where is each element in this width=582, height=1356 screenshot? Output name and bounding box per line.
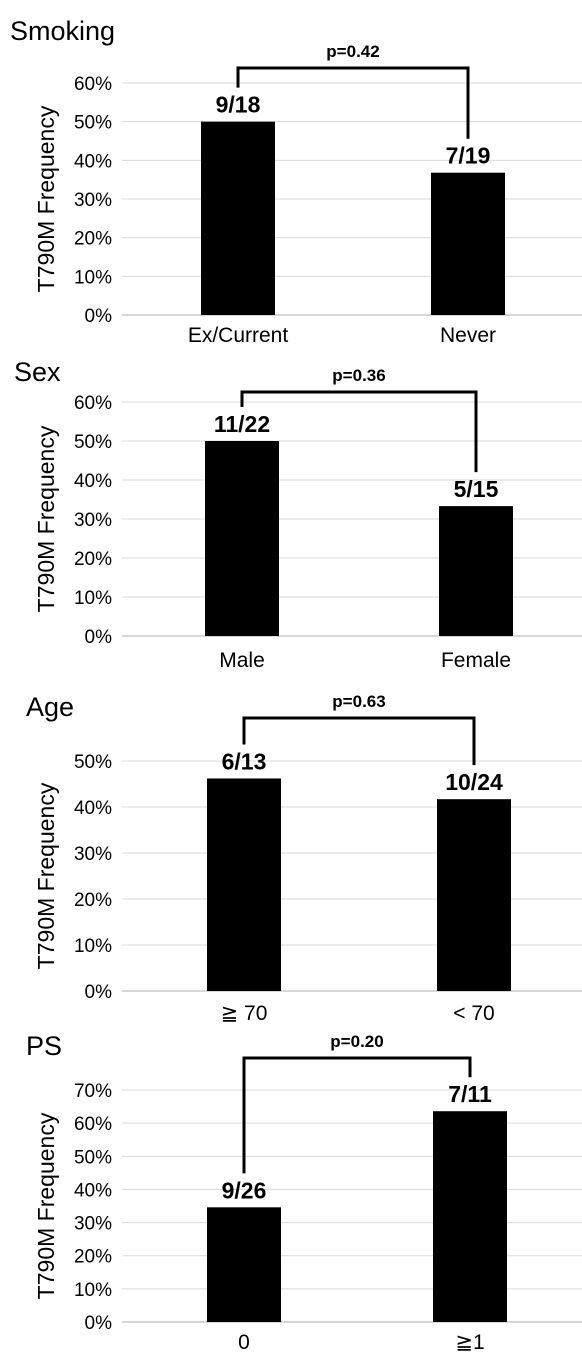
significance-bracket xyxy=(242,716,476,766)
y-axis-label: T790M Frequency xyxy=(33,1112,59,1299)
y-tick-label: 60% xyxy=(74,1114,112,1135)
y-axis-label: T790M Frequency xyxy=(33,425,59,612)
y-tick-label: 60% xyxy=(74,74,112,95)
data-label: 11/22 xyxy=(214,411,270,437)
y-tick-label: 10% xyxy=(74,1280,112,1301)
y-tick-label: 0% xyxy=(85,982,113,1003)
chart-title: Sex xyxy=(14,357,61,387)
y-tick-label: 10% xyxy=(74,588,112,609)
significance-bracket xyxy=(242,1056,472,1174)
category-label: Male xyxy=(219,649,265,672)
y-tick-label: 50% xyxy=(74,1147,112,1168)
y-axis-label: T790M Frequency xyxy=(33,105,59,292)
y-tick-label: 10% xyxy=(74,936,112,957)
category-label: Never xyxy=(440,324,496,347)
y-tick-label: 60% xyxy=(74,393,112,414)
y-tick-label: 0% xyxy=(85,1313,113,1334)
y-tick-label: 0% xyxy=(85,627,113,648)
bar xyxy=(201,121,275,316)
p-value-annotation: p=0.20 xyxy=(330,1032,383,1051)
data-label: 6/13 xyxy=(222,748,267,774)
data-label: 7/19 xyxy=(446,143,491,169)
y-tick-label: 0% xyxy=(85,306,113,327)
y-tick-label: 50% xyxy=(74,432,112,453)
y-tick-label: 50% xyxy=(74,113,112,134)
bar xyxy=(207,1207,281,1322)
y-tick-label: 30% xyxy=(74,844,112,865)
y-tick-label: 30% xyxy=(74,1214,112,1235)
p-value-annotation: p=0.63 xyxy=(332,692,385,711)
bar xyxy=(437,799,511,991)
bar xyxy=(431,172,505,315)
y-tick-label: 20% xyxy=(74,549,112,570)
p-value-annotation: p=0.36 xyxy=(332,366,385,385)
category-label: Female xyxy=(441,649,511,672)
data-label: 7/11 xyxy=(448,1081,492,1107)
significance-bracket xyxy=(240,390,478,473)
y-tick-label: 40% xyxy=(74,151,112,172)
category-label: ≧ 70 xyxy=(221,1002,268,1025)
y-tick-label: 20% xyxy=(74,890,112,911)
p-value-annotation: p=0.42 xyxy=(326,42,379,61)
category-label: 0 xyxy=(238,1331,250,1354)
y-tick-label: 40% xyxy=(74,1180,112,1201)
bar xyxy=(207,778,281,991)
data-label: 9/26 xyxy=(222,1177,267,1203)
y-tick-label: 30% xyxy=(74,190,112,211)
category-label: < 70 xyxy=(453,1002,494,1025)
bar xyxy=(439,506,513,636)
significance-bracket xyxy=(236,66,470,139)
y-tick-label: 20% xyxy=(74,1247,112,1268)
y-tick-label: 50% xyxy=(74,752,112,773)
data-label: 9/18 xyxy=(216,92,261,118)
data-label: 5/15 xyxy=(454,476,499,502)
chart-panel-age: Age 0% 10% 20% 30% 40% 50% T790M Frequency 6/13 ≧… xyxy=(26,692,582,1025)
y-tick-label: 10% xyxy=(74,267,112,288)
category-label: Ex/Current xyxy=(188,324,289,347)
y-tick-label: 30% xyxy=(74,510,112,531)
chart-title: Age xyxy=(26,692,74,722)
chart-panel-sex: Sex 0% 10% 20% 30% 40% 50% 60% T790M Frequency 11… xyxy=(14,357,582,672)
chart-title: Smoking xyxy=(10,16,115,46)
chart-title: PS xyxy=(26,1031,62,1061)
y-tick-label: 40% xyxy=(74,471,112,492)
data-label: 10/24 xyxy=(445,769,503,795)
y-axis-label: T790M Frequency xyxy=(33,782,59,969)
y-tick-label: 40% xyxy=(74,798,112,819)
y-tick-label: 20% xyxy=(74,229,112,250)
bar xyxy=(433,1111,507,1322)
bar xyxy=(205,441,279,636)
category-label: ≧1 xyxy=(455,1331,484,1354)
y-tick-label: 70% xyxy=(74,1081,112,1102)
chart-panel-ps: PS 0% 10% 20% 30% 40% 50% 60% 70% T790M Frequency… xyxy=(26,1031,582,1354)
chart-panel-smoking: Smoking 0% 10% 20% 30% 40% 50% 60% T790M Frequen… xyxy=(10,16,582,347)
